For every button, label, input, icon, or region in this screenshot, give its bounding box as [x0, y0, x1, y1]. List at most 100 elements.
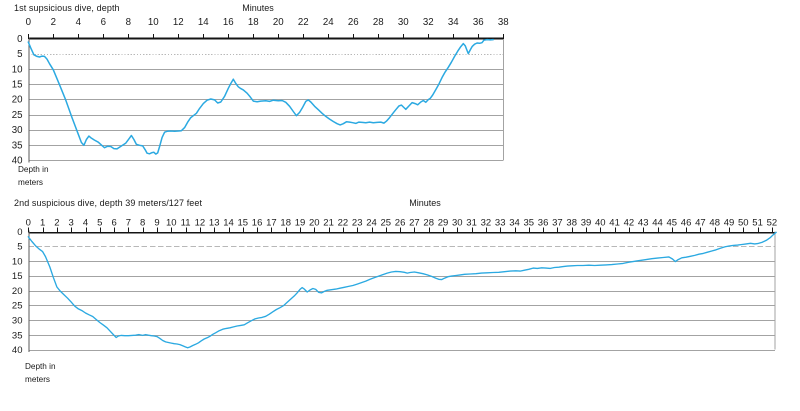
chart2-x-tick-label: 21: [323, 218, 334, 229]
chart1-x-tick-label: 8: [126, 17, 131, 28]
chart2-x-tick-label: 29: [438, 218, 449, 229]
chart2-x-tick-label: 3: [69, 218, 74, 229]
chart2-x-tick-label: 31: [466, 218, 477, 229]
chart2-x-tick-label: 2: [54, 218, 59, 229]
chart1-x-tick-label: 18: [248, 17, 259, 28]
chart2-x-tick-label: 0: [26, 218, 31, 229]
chart2-y-tick-label: 0: [17, 227, 22, 238]
chart1-title: 1st supsicious dive, depth: [14, 3, 120, 13]
chart2-x-tick-label: 34: [509, 218, 520, 229]
chart2-x-tick-label: 52: [767, 218, 778, 229]
chart1-x-tick-label: 30: [398, 17, 409, 28]
chart2-x-tick-label: 24: [366, 218, 377, 229]
chart1-x-tick-label: 34: [448, 17, 459, 28]
chart2-x-tick-label: 37: [552, 218, 563, 229]
chart1-x-tick-label: 28: [373, 17, 384, 28]
chart1-x-tick-label: 20: [273, 17, 284, 28]
chart2-x-ticks: 0 1 2 3 4 5 6 7 8 9 10 11 12 13 14 15 16 17 18 19 20 21 22 23 24…: [26, 218, 778, 233]
chart1-x-tick-label: 6: [101, 17, 106, 28]
chart2-y-tick-label: 40: [12, 345, 23, 356]
chart2-x-tick-label: 8: [140, 218, 145, 229]
chart2-x-tick-label: 40: [595, 218, 606, 229]
chart2-x-tick-label: 45: [667, 218, 678, 229]
chart2-x-tick-label: 25: [381, 218, 392, 229]
chart2-depth-curve: [27, 231, 777, 349]
chart2-y-tick-label: 10: [12, 256, 23, 267]
chart1-x-tick-label: 32: [423, 17, 434, 28]
chart1-y-tick-label: 0: [17, 34, 23, 45]
chart2-x-tick-label: 48: [709, 218, 720, 229]
chart1-y-tick-label: 35: [12, 140, 23, 151]
chart2-x-tick-label: 23: [352, 218, 363, 229]
chart1-y-axis-caption: Depth in meters: [18, 163, 49, 189]
chart2-y-axis-caption: Depth in meters: [25, 360, 56, 386]
chart2-x-tick-label: 43: [638, 218, 649, 229]
chart2-x-tick-label: 47: [695, 218, 706, 229]
chart2-x-tick-label: 15: [238, 218, 249, 229]
chart2-x-tick-label: 51: [752, 218, 763, 229]
chart2-x-tick-label: 33: [495, 218, 506, 229]
chart2-x-tick-label: 50: [738, 218, 749, 229]
chart2-x-tick-label: 32: [481, 218, 492, 229]
chart2-x-tick-label: 1: [40, 218, 45, 229]
chart2-y-caption-line2: meters: [25, 375, 51, 384]
chart2-x-tick-label: 36: [538, 218, 549, 229]
chart2-x-tick-label: 26: [395, 218, 406, 229]
chart1-y-caption-line1: Depth in: [18, 165, 49, 174]
chart2-x-tick-label: 27: [409, 218, 420, 229]
chart2-x-axis-title: Minutes: [409, 198, 441, 208]
chart2-x-tick-label: 4: [83, 218, 88, 229]
chart1-x-axis-title: Minutes: [242, 3, 274, 13]
chart2-title: 2nd suspicious dive, depth 39 meters/127…: [14, 198, 203, 208]
chart1-gridlines: [28, 37, 504, 161]
chart1-y-tick-label: 30: [12, 125, 23, 136]
chart2-y-tick-label: 25: [12, 301, 23, 312]
chart2-x-tick-label: 19: [295, 218, 306, 229]
chart1-x-tick-label: 16: [223, 17, 234, 28]
chart1-y-tick-label: 25: [12, 110, 23, 121]
chart2-x-tick-label: 12: [195, 218, 206, 229]
chart1-x-tick-label: 22: [298, 17, 309, 28]
chart2-x-tick-label: 28: [423, 218, 434, 229]
chart2-x-tick-label: 22: [338, 218, 349, 229]
chart2-x-tick-label: 16: [252, 218, 263, 229]
chart2-y-tick-label: 35: [12, 330, 23, 341]
chart2-x-tick-label: 7: [126, 218, 131, 229]
chart2-x-tick-label: 14: [223, 218, 234, 229]
chart1-y-caption-line2: meters: [18, 178, 44, 187]
chart1-x-tick-label: 12: [173, 17, 184, 28]
chart2-x-tick-label: 17: [266, 218, 277, 229]
chart2-x-tick-label: 10: [166, 218, 177, 229]
chart1-depth-curve: [27, 38, 495, 155]
chart2-x-tick-label: 30: [452, 218, 463, 229]
chart1-x-tick-label: 10: [148, 17, 159, 28]
chart2-x-tick-label: 44: [652, 218, 663, 229]
chart2-y-tick-label: 5: [17, 242, 22, 253]
chart2-x-tick-label: 18: [280, 218, 291, 229]
chart2-x-tick-label: 6: [111, 218, 116, 229]
chart2-y-caption-line1: Depth in: [25, 362, 56, 371]
chart1-x-tick-label: 2: [51, 17, 56, 28]
chart2-x-tick-label: 13: [209, 218, 220, 229]
chart2-y-tick-label: 20: [12, 286, 23, 297]
chart2-x-tick-label: 9: [154, 218, 159, 229]
chart1-x-tick-label: 0: [26, 17, 32, 28]
chart1-x-ticks: 0 2 4 6 8 10 12 14 16 18 20 22 24 26 28 30 32 34 36 38: [26, 17, 509, 40]
chart2-x-tick-label: 42: [624, 218, 635, 229]
chart1-x-tick-label: 38: [498, 17, 509, 28]
chart2-x-tick-label: 11: [181, 218, 191, 229]
chart1-y-tick-label: 20: [12, 95, 23, 106]
chart2-gridlines: [28, 231, 775, 351]
chart1-y-tick-label: 15: [12, 79, 23, 90]
chart2-x-tick-label: 46: [681, 218, 692, 229]
chart1-y-tick-label: 5: [17, 49, 22, 60]
chart2-x-tick-label: 20: [309, 218, 320, 229]
chart2-y-tick-label: 15: [12, 271, 23, 282]
chart2-x-tick-label: 39: [581, 218, 592, 229]
chart2-x-tick-label: 38: [566, 218, 577, 229]
chart2-x-tick-label: 49: [724, 218, 735, 229]
chart1-x-tick-label: 26: [348, 17, 359, 28]
